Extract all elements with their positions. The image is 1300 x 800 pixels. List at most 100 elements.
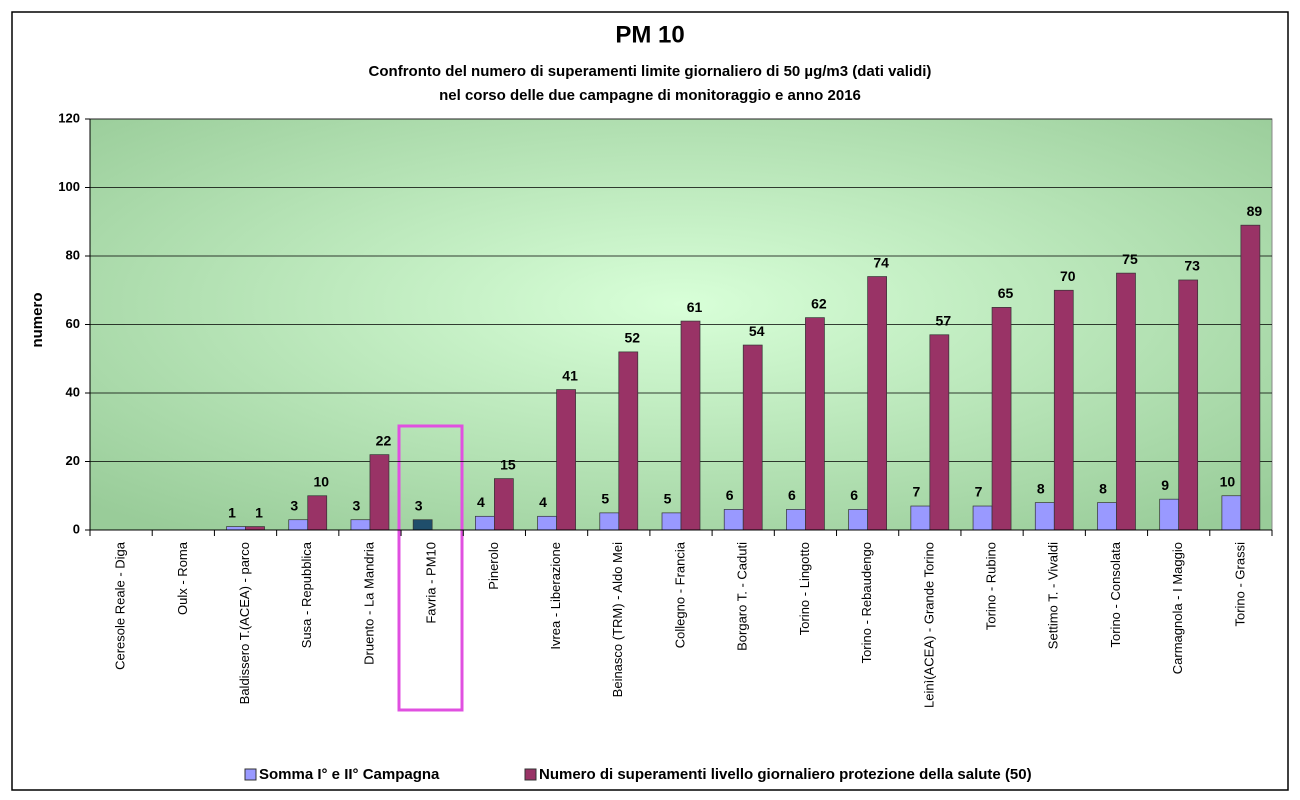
chart-subtitle: Confronto del numero di superamenti limi…: [369, 63, 932, 80]
data-label: 6: [788, 487, 796, 503]
data-label: 6: [726, 487, 734, 503]
bar: [742, 344, 763, 531]
y-tick-label: 100: [58, 179, 80, 194]
bar: [475, 515, 495, 531]
bar: [848, 509, 868, 531]
bar: [226, 526, 246, 531]
x-tick-label: Settimo T. - Vivaldi: [1046, 542, 1061, 649]
legend-label: Somma I° e II° Campagna: [259, 766, 440, 783]
bar: [1221, 495, 1242, 531]
y-tick-label: 80: [66, 247, 80, 262]
data-label: 3: [290, 497, 298, 513]
data-label: 5: [664, 491, 672, 507]
bar: [1053, 289, 1074, 531]
data-label: 8: [1099, 480, 1107, 496]
bar: [369, 454, 390, 531]
x-tick-label: Borgaro T. - Caduti: [735, 542, 750, 651]
x-tick-label: Ivrea - Liberazione: [548, 542, 563, 650]
x-tick-label: Torino - Rubino: [983, 542, 998, 630]
data-label: 1: [255, 504, 263, 520]
x-tick-label: Pinerolo: [486, 542, 501, 590]
x-tick-label: Torino - Lingotto: [797, 542, 812, 635]
bar: [245, 526, 265, 531]
x-tick-label: Torino - Consolata: [1108, 541, 1123, 647]
x-tick-label: Favria - PM10: [424, 542, 439, 624]
data-label: 74: [873, 254, 889, 270]
data-label: 41: [562, 367, 578, 383]
bar: [680, 320, 701, 531]
bar: [412, 519, 433, 531]
bar: [599, 512, 620, 531]
data-label: 7: [975, 484, 983, 500]
bar: [910, 505, 931, 531]
bar: [867, 276, 887, 531]
data-label: 3: [415, 497, 423, 513]
x-tick-label: Collegno - Francia: [672, 541, 687, 648]
data-label: 4: [539, 494, 547, 510]
data-label: 3: [353, 497, 361, 513]
data-label: 61: [687, 299, 703, 315]
data-label: 70: [1060, 268, 1076, 284]
chart-title: PM 10: [615, 21, 684, 48]
x-tick-label: Ceresole Reale - Diga: [113, 541, 128, 670]
x-tick-label: Torino - Rebaudengo: [859, 542, 874, 663]
data-label: 65: [998, 285, 1014, 301]
x-tick-label: Carmagnola - I Maggio: [1170, 542, 1185, 674]
data-label: 15: [500, 456, 516, 472]
data-label: 54: [749, 323, 765, 339]
bar: [929, 334, 950, 531]
data-label: 73: [1184, 258, 1200, 274]
bar: [537, 515, 557, 531]
data-label: 10: [1220, 473, 1236, 489]
bar: [805, 317, 825, 531]
bar: [556, 389, 576, 531]
data-label: 57: [936, 312, 952, 328]
bar: [661, 512, 682, 531]
chart-subtitle: nel corso delle due campagne di monitora…: [439, 87, 861, 104]
y-axis-label: numero: [29, 292, 46, 347]
legend-swatch: [244, 768, 257, 781]
x-tick-label: Susa - Repubblica: [299, 541, 314, 648]
data-label: 52: [625, 330, 641, 346]
bar: [350, 519, 371, 531]
bar: [1034, 502, 1055, 531]
data-label: 7: [912, 484, 920, 500]
legend-swatch: [524, 768, 537, 781]
bar: [1116, 272, 1136, 531]
data-label: 22: [376, 432, 392, 448]
x-tick-label: Baldissero T.(ACEA) - parco: [237, 542, 252, 704]
bar: [1240, 224, 1261, 531]
data-label: 4: [477, 494, 485, 510]
x-tick-label: Leinì(ACEA) - Grande Torino: [921, 542, 936, 708]
bar: [786, 509, 806, 531]
bar: [618, 351, 639, 531]
bar: [494, 478, 514, 531]
data-label: 8: [1037, 480, 1045, 496]
bar: [723, 509, 744, 531]
data-label: 62: [811, 295, 827, 311]
highlight-box: [397, 424, 464, 712]
x-tick-label: Druento - La Mandria: [361, 541, 376, 665]
bar: [307, 495, 328, 531]
bar: [1159, 498, 1180, 531]
y-tick-label: 120: [58, 110, 80, 125]
x-tick-label: Beinasco (TRM) - Aldo Mei: [610, 542, 625, 697]
data-label: 10: [313, 473, 329, 489]
bar: [991, 307, 1012, 531]
bar: [288, 519, 309, 531]
data-label: 89: [1247, 203, 1263, 219]
y-tick-label: 20: [66, 453, 80, 468]
y-tick-label: 40: [66, 384, 80, 399]
x-tick-label: Oulx - Roma: [175, 541, 190, 615]
data-label: 9: [1161, 477, 1169, 493]
data-label: 1: [228, 504, 236, 520]
bar: [1178, 279, 1199, 531]
legend-label: Numero di superamenti livello giornalier…: [539, 766, 1032, 783]
bar: [1097, 502, 1117, 531]
bar: [972, 505, 993, 531]
y-tick-label: 0: [73, 521, 80, 536]
x-tick-label: Torino - Grassi: [1232, 542, 1247, 627]
data-label: 75: [1122, 251, 1138, 267]
data-label: 5: [601, 491, 609, 507]
